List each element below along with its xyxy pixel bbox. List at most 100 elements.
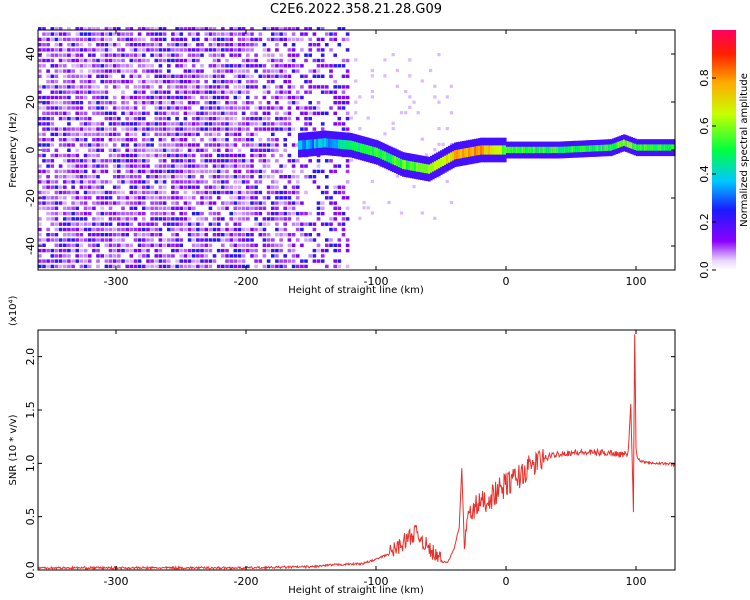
spectrogram-cell (250, 233, 254, 237)
spectrogram-cell (237, 79, 242, 84)
spectrogram-cell (316, 159, 321, 163)
spectrogram-cell (158, 159, 163, 163)
spectrogram-cell (142, 159, 146, 163)
spectrogram-cell (233, 153, 238, 158)
spectrogram-cell (100, 95, 104, 100)
spectrogram-cell (50, 254, 55, 258)
spectrogram-cell (191, 127, 196, 131)
spectrogram-cell (87, 27, 92, 31)
spectrogram-cell (112, 153, 117, 158)
spectrogram-cell (171, 243, 175, 247)
spectrogram-cell (162, 53, 167, 57)
spectrogram-cell (208, 95, 213, 100)
spectrogram-cell (387, 200, 391, 205)
spectrogram-cell (79, 201, 84, 205)
signal-track-core (575, 146, 578, 153)
signal-track-core (346, 140, 349, 150)
spectrogram-cell (146, 43, 150, 47)
spectrogram-cell (395, 174, 399, 178)
spectrogram-cell (83, 79, 88, 84)
spectrogram-cell (291, 37, 296, 42)
spectrogram-cell (158, 233, 163, 237)
spectrogram-cell (308, 90, 312, 94)
spectrogram-cell (171, 222, 175, 226)
spectrogram-cell (175, 259, 179, 263)
signal-track-core (368, 145, 371, 155)
spectrogram-cell (92, 90, 96, 94)
spectrogram-cell (92, 206, 96, 210)
spectrogram-cell (96, 43, 100, 47)
spectrogram-cell (71, 169, 75, 174)
spectrogram-cell (433, 95, 437, 99)
spectrogram-cell (146, 85, 150, 89)
spectrogram-cell (208, 64, 213, 68)
spectrogram-cell (208, 159, 213, 163)
spectrogram-cell (221, 248, 225, 253)
spectrogram-cell (316, 248, 321, 253)
spectrogram-cell (233, 48, 238, 52)
spectrogram-cell (121, 175, 125, 179)
signal-track-core (404, 160, 407, 170)
spectrogram-cell (71, 206, 75, 210)
spectrogram-cell (241, 264, 246, 269)
spectrogram-cell (229, 164, 233, 168)
spectrogram-cell (162, 37, 167, 42)
spectrogram-cell (79, 32, 84, 36)
signal-track-core (326, 138, 329, 148)
spectrogram-cell (54, 95, 59, 100)
spectrogram-cell (266, 164, 271, 168)
spectrogram-cell (254, 122, 258, 126)
spectrogram-cell (100, 180, 104, 184)
spectrogram-cell (258, 106, 263, 110)
spectrogram-cell (316, 233, 321, 237)
spectrogram-cell (291, 264, 296, 269)
spectrogram-cell (133, 190, 138, 195)
spectrogram-cell (254, 132, 258, 137)
spectrogram-cell (50, 48, 55, 52)
spectrogram-cell (67, 48, 71, 52)
spectrogram-cell (304, 190, 308, 195)
spectrogram-cell (104, 132, 109, 137)
spectrogram-cell (254, 227, 258, 232)
spectrogram-cell (42, 180, 46, 184)
spectrogram-cell (333, 243, 337, 247)
spectrogram-cell (341, 222, 346, 226)
spectrogram-cell (258, 74, 263, 78)
spectrogram-cell (225, 122, 229, 126)
snr-x-tick-label: -100 (364, 575, 389, 588)
spectrogram-cell (100, 74, 104, 78)
spectrogram-cell (167, 85, 171, 89)
spectrogram-cell (63, 127, 67, 131)
spectrogram-cell (233, 238, 238, 242)
spectrogram-cell (275, 48, 279, 52)
signal-track-core (634, 143, 637, 150)
spectrogram-cell (50, 138, 55, 142)
spectrogram-cell (42, 185, 46, 189)
spectrogram-cell (200, 48, 204, 52)
spectrogram-cell (104, 53, 109, 57)
spectrogram-cell (150, 143, 154, 147)
spectrogram-cell (162, 264, 167, 269)
signal-track-core (540, 146, 544, 154)
spectrogram-cell (208, 138, 213, 142)
spectrogram-cell (333, 37, 337, 42)
spectrogram-cell (204, 185, 208, 189)
spectrogram-cell (241, 206, 246, 210)
spectrogram-cell (254, 185, 258, 189)
spectrogram-cell (300, 32, 304, 36)
signal-track-core (517, 146, 521, 154)
spectrogram-cell (241, 127, 246, 131)
spectrogram-cell (104, 37, 109, 42)
spectrogram-cell (320, 90, 325, 94)
spectrogram-cell (179, 79, 183, 84)
spectrogram-cell (154, 111, 159, 115)
colorbar-label: Normalized spectral amplitude (739, 73, 750, 227)
spectrogram-cell (167, 58, 171, 63)
spectrogram-cell (275, 127, 279, 131)
spectrogram-cell (204, 90, 208, 94)
spectrogram-cell (125, 53, 129, 57)
spectrogram-cell (225, 116, 229, 121)
spectrogram-cell (179, 48, 183, 52)
spectrogram-cell (129, 116, 134, 121)
